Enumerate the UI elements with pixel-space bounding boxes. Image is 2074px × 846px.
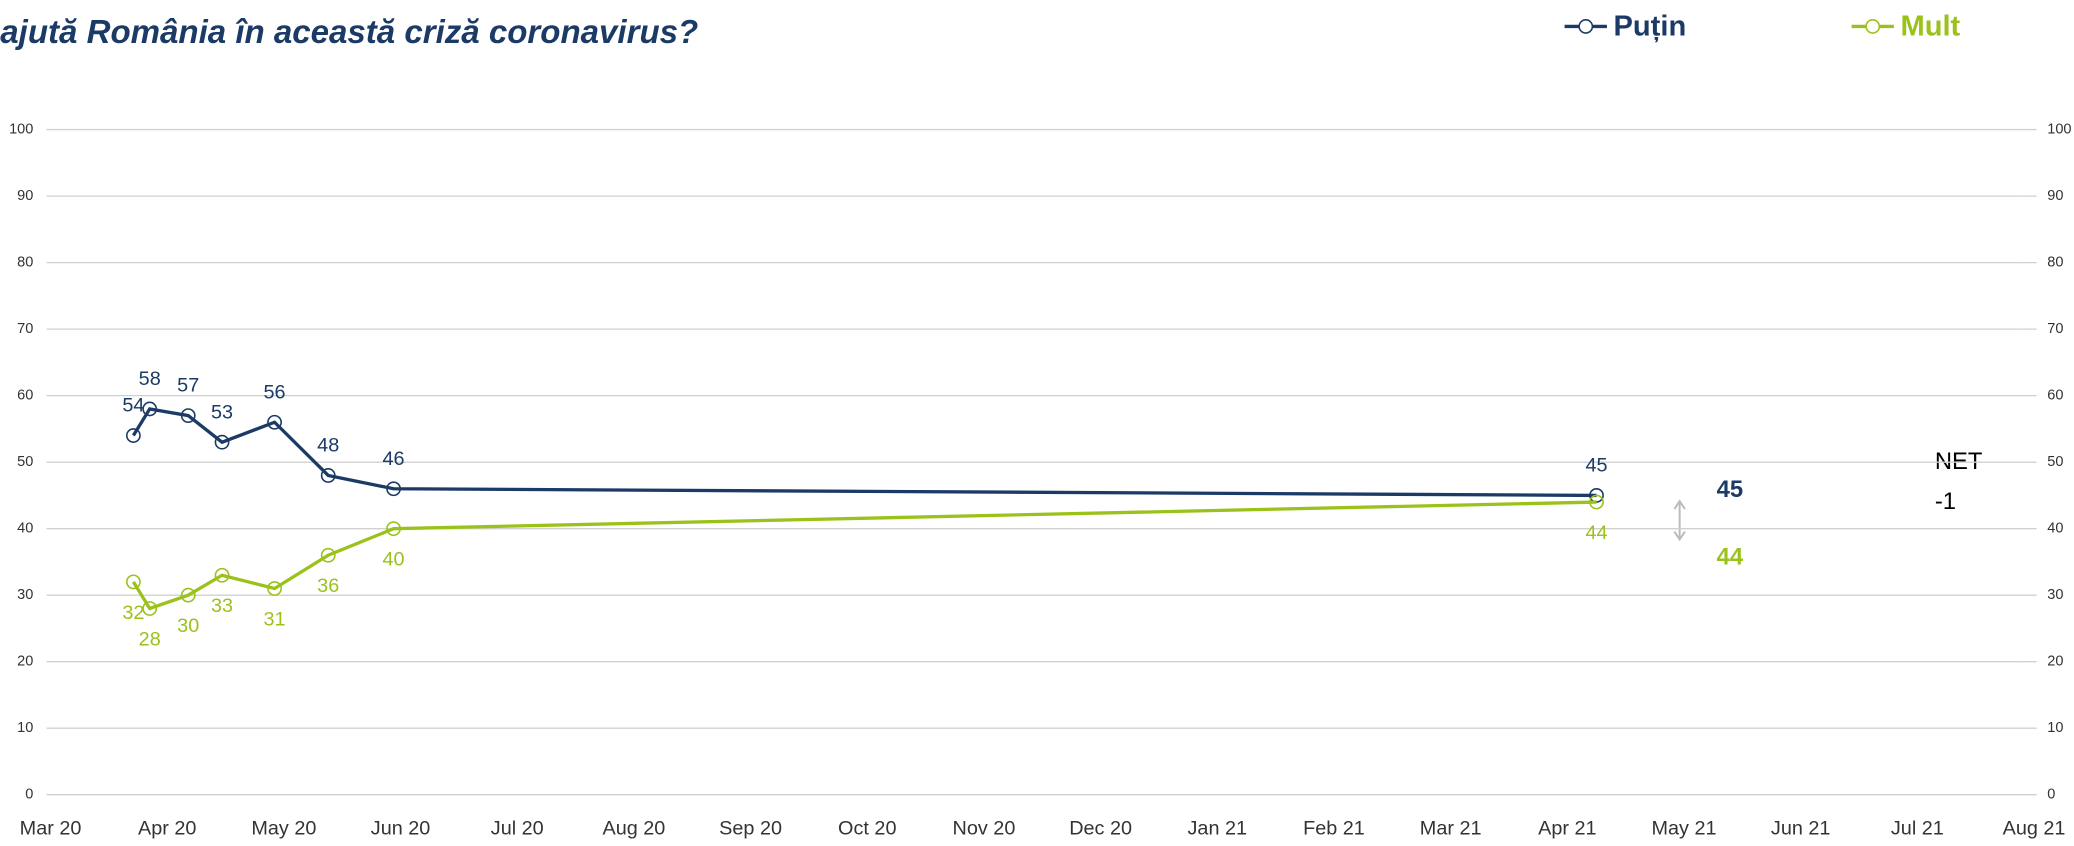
legend-label: Puțin xyxy=(1614,10,1687,42)
net-arrow-heads xyxy=(1673,499,1686,542)
x-tick-label: Sep 20 xyxy=(719,817,782,839)
legend-label: Mult xyxy=(1900,10,1960,42)
x-tick-label: Jan 21 xyxy=(1188,817,1248,839)
point xyxy=(125,428,141,443)
y2-tick-label: 60 xyxy=(2047,387,2063,403)
x-tick-label: Aug 20 xyxy=(602,817,665,839)
y-tick-label: 50 xyxy=(17,454,33,470)
data-label: 57 xyxy=(177,375,199,397)
annotation: 45 xyxy=(1717,476,1743,503)
data-label: 46 xyxy=(383,448,405,470)
series-line xyxy=(131,500,1597,611)
chart-title: ajută România în această criză coronavir… xyxy=(0,14,698,51)
point xyxy=(1589,488,1604,503)
x-tick-label: Apr 21 xyxy=(1538,817,1596,839)
x-tick-label: Jun 21 xyxy=(1771,817,1831,839)
x-tick-label: May 21 xyxy=(1651,817,1716,839)
y2-tick-label: 20 xyxy=(2047,654,2063,670)
data-label: 48 xyxy=(317,435,339,457)
point xyxy=(267,414,282,430)
data-label: 40 xyxy=(383,549,405,571)
data-label: 30 xyxy=(177,615,199,637)
y-tick-label: 10 xyxy=(17,720,33,736)
x-tick-label: Apr 20 xyxy=(138,817,196,839)
y-tick-label: 0 xyxy=(25,787,33,803)
data-label: 58 xyxy=(139,368,161,390)
y2-tick-label: 0 xyxy=(2047,787,2055,803)
data-label: 31 xyxy=(264,608,286,630)
series-line xyxy=(131,407,1597,498)
data-label: 28 xyxy=(139,628,161,650)
y2-tick-label: 100 xyxy=(2047,121,2071,137)
data-label: 45 xyxy=(1585,455,1607,477)
y2-tick-label: 10 xyxy=(2047,720,2063,736)
y-tick-label: 40 xyxy=(17,521,33,537)
x-tick-label: Dec 20 xyxy=(1069,817,1132,839)
point xyxy=(267,581,282,596)
data-label: 53 xyxy=(211,401,233,423)
x-tick-label: Aug 21 xyxy=(2003,817,2066,839)
point xyxy=(386,481,401,497)
point xyxy=(142,401,158,417)
x-tick-label: Mar 20 xyxy=(20,817,82,839)
y-tick-label: 60 xyxy=(17,387,33,403)
x-tick-label: Feb 21 xyxy=(1303,817,1365,839)
x-tick-label: Mar 21 xyxy=(1420,817,1482,839)
y2-tick-label: 40 xyxy=(2047,521,2063,537)
y-tick-label: 70 xyxy=(17,321,33,337)
x-tick-label: Oct 20 xyxy=(838,817,896,839)
x-tick-label: Jul 21 xyxy=(1891,817,1944,839)
x-tick-label: Jul 20 xyxy=(491,817,544,839)
x-tick-label: Nov 20 xyxy=(953,817,1016,839)
point xyxy=(320,547,336,563)
annotation: -1 xyxy=(1935,488,1956,515)
data-label: 36 xyxy=(317,575,339,597)
point xyxy=(386,521,401,537)
point xyxy=(1589,494,1604,510)
y-tick-label: 30 xyxy=(17,587,33,603)
point xyxy=(125,574,141,590)
y2-tick-label: 30 xyxy=(2047,587,2063,603)
data-label: 32 xyxy=(122,602,144,624)
point xyxy=(320,468,336,483)
point xyxy=(142,601,158,616)
y2-tick-label: 50 xyxy=(2047,454,2063,470)
y2-tick-label: 80 xyxy=(2047,254,2063,270)
annotation: 44 xyxy=(1717,543,1744,570)
legend-marker xyxy=(1865,19,1881,34)
point xyxy=(214,567,230,583)
data-label: 56 xyxy=(264,381,286,403)
y-tick-label: 100 xyxy=(9,121,33,137)
point xyxy=(180,408,196,423)
data-label: 54 xyxy=(122,395,144,417)
data-label: 33 xyxy=(211,595,233,617)
legend-marker xyxy=(1578,19,1594,34)
point xyxy=(180,587,196,603)
y2-tick-label: 70 xyxy=(2047,321,2063,337)
y-tick-label: 80 xyxy=(17,254,33,270)
y2-tick-label: 90 xyxy=(2047,188,2063,204)
y-tick-label: 90 xyxy=(17,188,33,204)
x-tick-label: May 20 xyxy=(251,817,316,839)
y-tick-label: 20 xyxy=(17,654,33,670)
x-tick-label: Jun 20 xyxy=(371,817,431,839)
data-label: 44 xyxy=(1585,522,1607,544)
point xyxy=(214,434,230,450)
